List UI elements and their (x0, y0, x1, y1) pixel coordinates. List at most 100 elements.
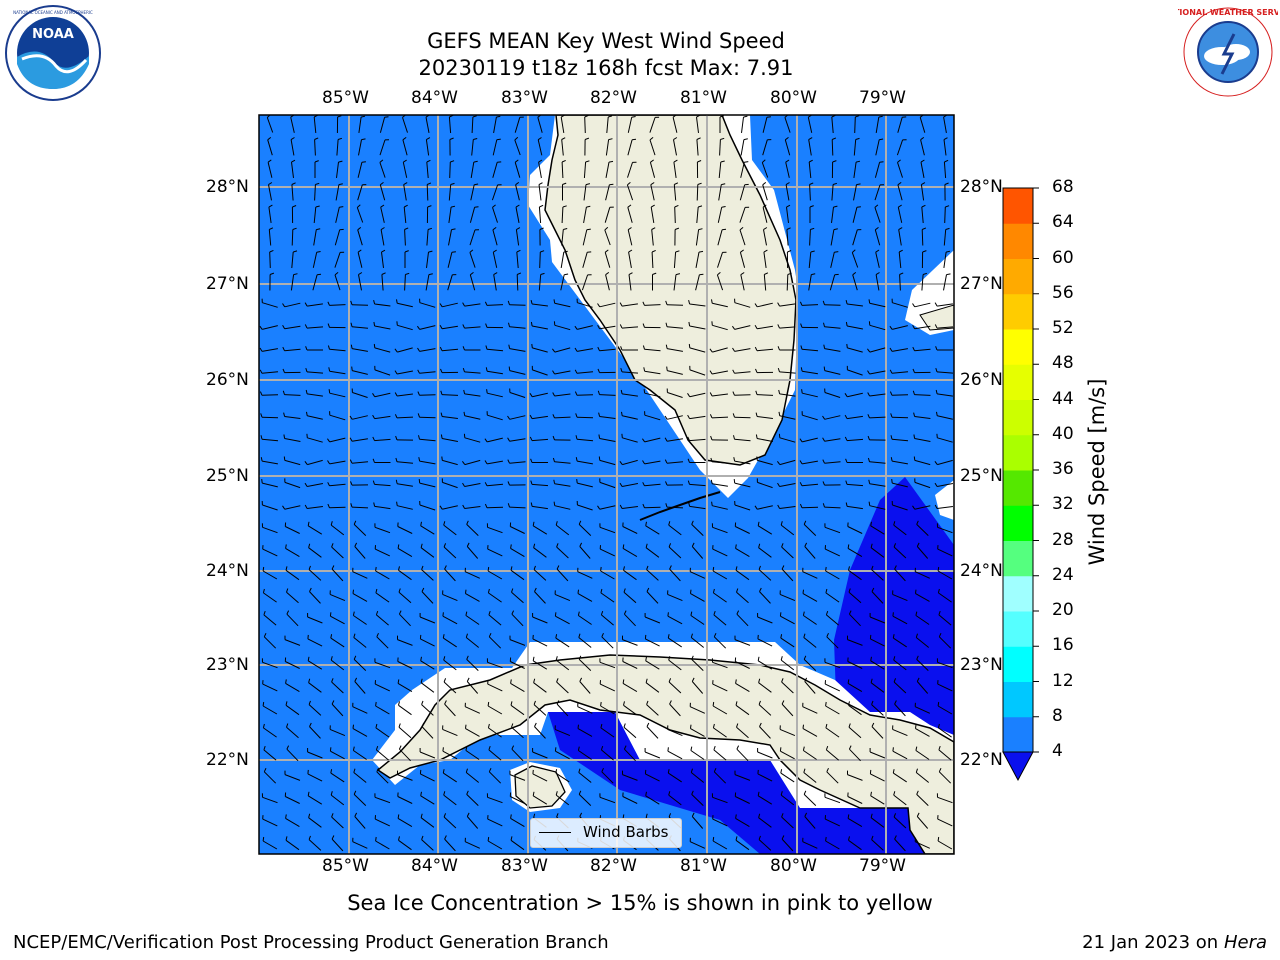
wind-barb-flag (645, 791, 647, 796)
wind-barb (870, 660, 885, 670)
wind-barb-flag (530, 458, 533, 463)
wind-barb (554, 370, 571, 375)
wind-barb-flag (852, 272, 857, 276)
wind-barb-flag (713, 767, 717, 773)
wind-barb (469, 274, 476, 291)
wind-barb-flag (848, 745, 852, 750)
wind-barb (937, 705, 953, 715)
wind-barb (898, 251, 902, 269)
wind-barb (824, 438, 841, 442)
wind-barb (937, 661, 953, 669)
colorbar-tick-label: 8 (1052, 705, 1063, 726)
wind-barb (466, 816, 479, 829)
wind-barb (757, 459, 773, 466)
wind-barb-flag (267, 159, 272, 163)
wind-barb-flag (735, 701, 738, 706)
wind-barb-flag (915, 611, 918, 616)
wind-barb-flag (698, 228, 703, 231)
wind-barb (757, 416, 773, 419)
wind-barb-flag (562, 205, 567, 208)
wind-barb (397, 682, 413, 693)
wind-barb (894, 838, 906, 852)
wind-barb-flag (552, 435, 555, 441)
wind-barb-flag (699, 273, 704, 276)
wind-barb (712, 324, 728, 331)
wind-barb (465, 750, 480, 760)
wind-barb (712, 661, 728, 669)
wind-barb-flag (450, 205, 456, 208)
wind-barb-flag (308, 813, 311, 818)
wind-barb-flag (870, 521, 872, 526)
wind-barb (943, 117, 947, 133)
wind-barb (696, 139, 699, 156)
wind-barb-flag (600, 701, 602, 707)
wind-barb (561, 229, 564, 246)
wind-barb (762, 117, 768, 133)
wind-barb (421, 591, 434, 604)
wind-barb-flag (496, 115, 501, 118)
lat-label-right-28n: 28°N (960, 177, 1003, 197)
wind-barb (352, 415, 368, 420)
wind-barb-flag (577, 746, 580, 751)
wind-barb (396, 461, 414, 464)
wind-barb (352, 438, 368, 442)
wind-barb (354, 546, 366, 559)
wind-barb (869, 751, 886, 759)
wind-barb (781, 681, 794, 694)
wind-barb (285, 661, 300, 669)
wind-barb (717, 252, 723, 268)
wind-barb (920, 162, 925, 178)
wind-barb-flag (786, 204, 791, 208)
wind-barb (314, 184, 316, 201)
wind-barb-flag (757, 656, 760, 661)
wind-barb-flag (698, 205, 703, 208)
wind-barb (263, 636, 277, 649)
wind-barb-flag (584, 137, 590, 140)
wind-barb (599, 548, 616, 557)
wind-barb-flag (912, 505, 916, 510)
wind-barb (669, 568, 681, 582)
wind-barb (308, 682, 322, 693)
wind-barb (673, 139, 677, 156)
wind-barb (330, 772, 345, 783)
wind-barb-flag (394, 370, 398, 375)
wind-barb (443, 546, 457, 559)
wind-barb (689, 505, 706, 510)
footer-date: 21 Jan 2023 on Hera (1082, 932, 1267, 953)
wind-barb-flag (668, 656, 671, 661)
colorbar-bin (1003, 223, 1033, 259)
wind-barb (284, 438, 301, 442)
wind-barb-flag (822, 503, 825, 508)
wind-barb (374, 818, 391, 827)
wind-barb (673, 184, 677, 201)
wind-barb (583, 207, 587, 223)
wind-barb-flag (763, 249, 768, 253)
wind-barb-flag (645, 678, 648, 683)
wind-barb (735, 839, 750, 851)
wind-barb (487, 661, 503, 669)
wind-barb-flag (553, 501, 556, 506)
wind-barb (488, 749, 502, 761)
wind-barb (869, 483, 886, 487)
wind-barb (511, 726, 524, 739)
wind-barb-flag (394, 414, 398, 419)
wind-barb (379, 139, 386, 156)
wind-barb-flag (331, 543, 334, 548)
wind-barb (651, 251, 654, 269)
wind-barb (756, 394, 774, 396)
wind-barb-flag (493, 249, 497, 253)
wind-barb-flag (890, 413, 893, 418)
wind-barb (627, 139, 633, 156)
wind-barb-flag (352, 611, 355, 616)
wind-barb (307, 660, 323, 670)
wind-barb (537, 117, 543, 133)
wind-barb (937, 796, 953, 804)
wind-barb (937, 415, 953, 420)
wind-barb-flag (577, 589, 579, 594)
wind-barb-flag (283, 456, 286, 461)
wind-barb-flag (579, 812, 583, 817)
wind-barb-flag (351, 366, 353, 371)
wind-barb (487, 705, 503, 715)
wind-barb-flag (537, 137, 542, 141)
wind-barb-flag (511, 610, 515, 615)
